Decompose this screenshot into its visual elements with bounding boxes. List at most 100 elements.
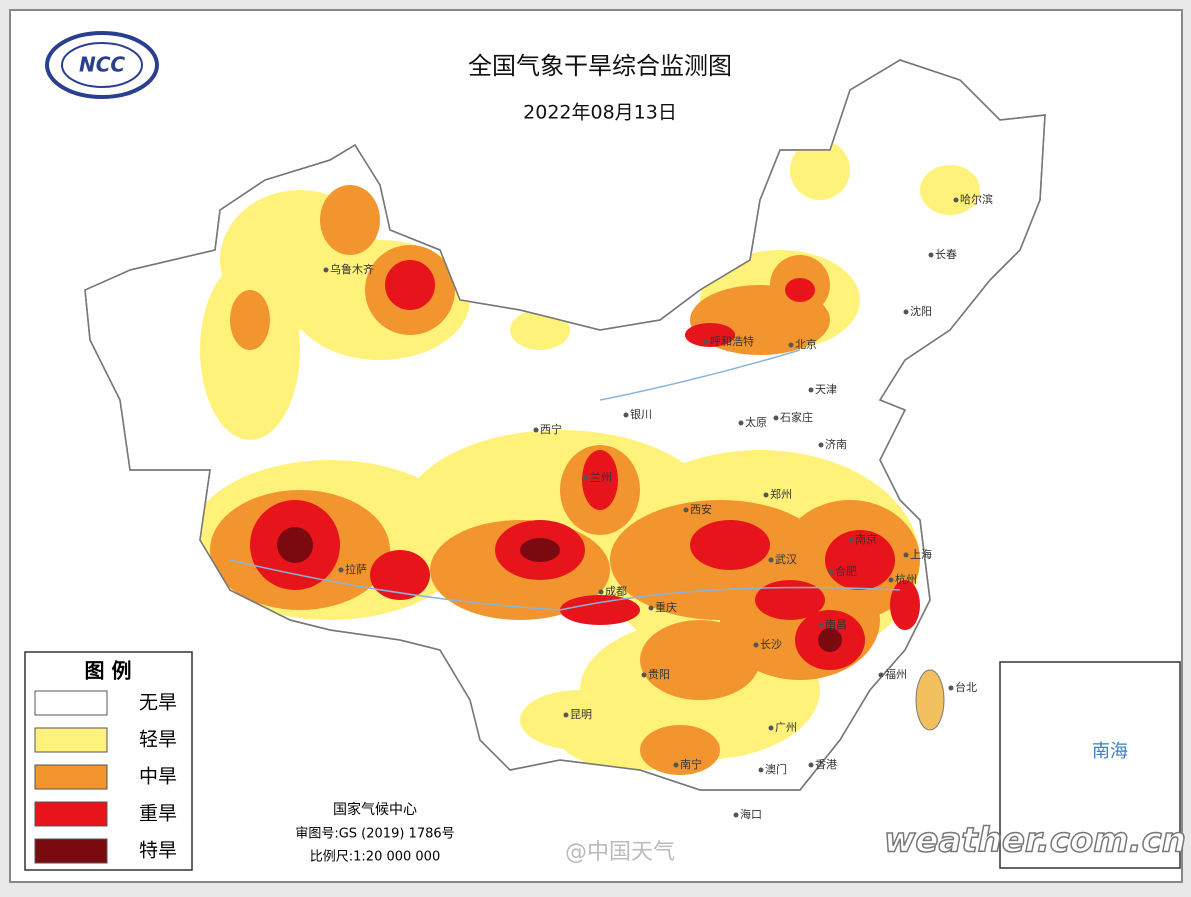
footer-agency: 国家气候中心 (333, 801, 417, 818)
legend-swatch (34, 838, 108, 864)
city-label: 西宁 (540, 422, 562, 436)
city-dot (888, 577, 894, 583)
city-dot (878, 672, 884, 678)
drought-patch (685, 323, 735, 347)
city-dot (828, 569, 834, 575)
city-label: 澳门 (765, 762, 787, 776)
legend-swatch (34, 764, 108, 790)
city-label: 兰州 (590, 471, 612, 484)
drought-patch (230, 290, 270, 350)
taiwan (915, 669, 945, 731)
logo-text: NCC (79, 53, 125, 77)
city-dot (338, 567, 344, 573)
city-dot (733, 812, 739, 818)
city-dot (738, 420, 744, 426)
city-label: 呼和浩特 (710, 334, 754, 348)
drought-patch (790, 140, 850, 200)
city-label: 海口 (740, 807, 762, 821)
legend-label: 特旱 (139, 840, 177, 862)
drought-patch (640, 620, 760, 700)
city-dot (788, 342, 794, 348)
city-dot (818, 442, 824, 448)
drought-patch (582, 450, 618, 510)
city-dot (533, 427, 539, 433)
legend-swatch (34, 801, 108, 827)
drought-patch (785, 278, 815, 302)
city-dot (683, 507, 689, 513)
drought-patch (920, 165, 980, 215)
city-label: 合肥 (835, 564, 857, 578)
watermark-site: weather.com.cn (884, 821, 1186, 861)
city-label: 拉萨 (345, 562, 367, 576)
city-label: 银川 (630, 407, 652, 421)
city-label: 沈阳 (910, 304, 932, 318)
city-dot (948, 685, 954, 691)
drought-patch (825, 530, 895, 590)
legend-label: 轻旱 (139, 729, 177, 751)
city-label: 郑州 (770, 487, 792, 501)
inset-frame (999, 661, 1181, 869)
city-dot (903, 552, 909, 558)
city-label: 北京 (795, 337, 817, 351)
drought-patch (690, 520, 770, 570)
legend-swatch (34, 727, 108, 753)
city-dot (673, 762, 679, 768)
city-label: 南京 (855, 532, 877, 546)
city-dot (953, 197, 959, 203)
inset-label: 南海 (1092, 741, 1128, 762)
city-dot (583, 475, 589, 481)
city-label: 杭州 (895, 572, 917, 586)
city-dot (598, 589, 604, 595)
city-label: 太原 (745, 416, 767, 429)
drought-patch (510, 310, 570, 350)
drought-areas (190, 140, 980, 775)
city-dot (808, 387, 814, 393)
city-label: 武汉 (775, 553, 797, 566)
city-label: 上海 (910, 547, 932, 561)
legend-title: 图 例 (85, 659, 132, 683)
legend-label: 重旱 (139, 803, 177, 825)
logo: NCC (45, 31, 159, 99)
map-title: 全国气象干旱综合监测图 (468, 52, 732, 80)
city-dot (648, 605, 654, 611)
city-dot (768, 725, 774, 731)
city-dot (758, 767, 764, 773)
city-dot (818, 622, 824, 628)
footer-scale: 比例尺:1:20 000 000 (310, 850, 440, 865)
city-label: 成都 (605, 585, 627, 598)
drought-patch (560, 595, 640, 625)
city-dot (928, 252, 934, 258)
city-label: 西安 (690, 502, 712, 516)
legend-label: 中旱 (139, 766, 177, 788)
city-label: 广州 (775, 721, 797, 734)
border (84, 59, 1046, 791)
city-dot (903, 309, 909, 315)
map-date: 2022年08月13日 (523, 102, 677, 124)
city-label: 石家庄 (780, 410, 813, 424)
drought-patch (640, 725, 720, 775)
city-dot (703, 339, 709, 345)
drought-patch (755, 580, 825, 620)
city-label: 长沙 (760, 638, 782, 651)
city-dot (323, 267, 329, 273)
footer-approval: 审图号:GS (2019) 1786号 (295, 827, 454, 842)
city-dot (768, 557, 774, 563)
rivers (229, 349, 901, 611)
city-label: 乌鲁木齐 (330, 262, 374, 276)
city-label: 贵阳 (648, 668, 670, 681)
drought-patch (520, 690, 640, 750)
city-label: 哈尔滨 (960, 192, 993, 206)
city-label: 重庆 (655, 600, 677, 614)
city-dot (848, 537, 854, 543)
city-dot (623, 412, 629, 418)
city-dot (641, 672, 647, 678)
watermark-weibo: @中国天气 (565, 840, 675, 865)
city-label: 天津 (815, 383, 837, 396)
city-label: 长春 (935, 248, 957, 261)
drought-patch (277, 527, 313, 563)
drought-patch (320, 185, 380, 255)
city-label: 南昌 (825, 618, 847, 631)
